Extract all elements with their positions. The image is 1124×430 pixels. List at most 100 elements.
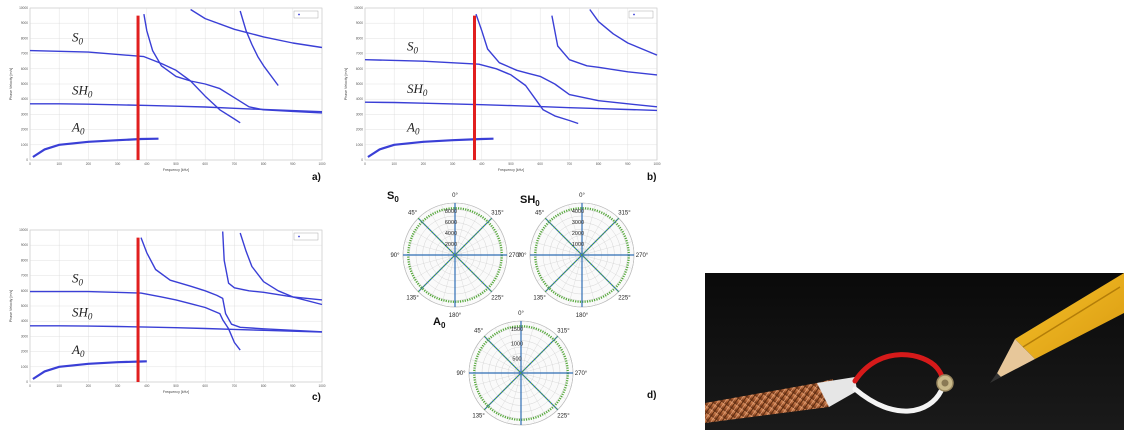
polar-spoke <box>454 228 501 256</box>
polar-spoke <box>470 372 522 387</box>
panel-label-a: a) <box>312 172 321 182</box>
x-tick-label: 300 <box>115 384 121 388</box>
y-tick-label: 5000 <box>21 82 28 86</box>
polar-spoke <box>581 254 609 301</box>
polar-angle-label: 225° <box>491 295 504 301</box>
y-tick-label: 2000 <box>21 350 28 354</box>
dispersion-series-2 <box>364 59 579 125</box>
polar-radial-label: 1000 <box>572 242 584 248</box>
legend-marker <box>298 13 300 16</box>
x-tick-label: 300 <box>115 162 121 166</box>
dispersion-series-3 <box>475 13 658 108</box>
x-tick-label: 400 <box>479 162 485 166</box>
y-tick-label: 9000 <box>21 21 28 25</box>
x-tick-label: 0 <box>29 162 31 166</box>
x-tick-label: 300 <box>450 162 456 166</box>
polar-radial-label: 6000 <box>445 220 457 226</box>
polar-angle-label: 45° <box>474 329 484 335</box>
polar-radial-label: 1500 <box>511 327 523 333</box>
polar-spoke <box>581 254 596 306</box>
x-tick-label: 100 <box>57 162 63 166</box>
x-tick-label: 500 <box>173 162 179 166</box>
polar-spoke <box>555 209 583 256</box>
polar-spoke <box>441 204 456 256</box>
x-tick-label: 0 <box>29 384 31 388</box>
x-axis-label: Frequency [kHz] <box>163 390 189 394</box>
dispersion-series-0 <box>32 137 159 158</box>
dispersion-chart-a: 0 100 200 300 400 500 600 700 800 900 100001000200… <box>9 6 326 182</box>
x-tick-label: 700 <box>232 162 238 166</box>
x-axis-label: Frequency [kHz] <box>498 168 524 172</box>
polar-spoke <box>454 254 482 301</box>
legend-marker <box>633 13 635 16</box>
legend-marker <box>298 235 300 238</box>
polar-spoke <box>568 204 583 256</box>
polar-spoke <box>454 241 506 256</box>
mode-label-a0: A0 <box>71 342 85 359</box>
dispersion-series-5 <box>589 9 658 56</box>
y-tick-label: 10000 <box>19 6 28 10</box>
polar-spoke <box>531 241 583 256</box>
y-tick-label: 1000 <box>21 365 28 369</box>
mode-label-sh0: SH0 <box>72 83 93 100</box>
polar-sh0: 0° 45° 90° 135° 180° 225° 270° 315° 1000 2000 3000… <box>517 193 648 319</box>
y-tick-label: 7000 <box>21 52 28 56</box>
dispersion-chart-c: 0 100 200 300 400 500 600 700 800 900 100001000200… <box>9 228 326 403</box>
polar-radial-label: 8000 <box>445 209 457 215</box>
polar-spoke <box>520 372 535 424</box>
polar-angle-label: 45° <box>535 211 545 217</box>
y-tick-label: 7000 <box>21 274 28 278</box>
y-axis-label: Phase Velocity [m/s] <box>9 68 13 100</box>
x-tick-label: 900 <box>290 384 296 388</box>
x-tick-label: 100 <box>392 162 398 166</box>
polar-spoke <box>428 254 456 301</box>
polar-spoke <box>520 372 567 400</box>
dispersion-series-4 <box>190 8 323 49</box>
y-tick-label: 4000 <box>21 97 28 101</box>
polar-spoke <box>475 372 522 400</box>
dispersion-series-0 <box>367 137 494 158</box>
x-tick-label: 500 <box>173 384 179 388</box>
y-tick-label: 8000 <box>21 36 28 40</box>
polar-spoke <box>581 209 609 256</box>
polar-spoke <box>409 228 456 256</box>
y-tick-label: 10000 <box>19 228 28 232</box>
mode-label-a0: A0 <box>71 119 85 136</box>
plot-area: 0 100 200 300 400 500 600 700 800 900 100001000200… <box>9 6 326 172</box>
mode-label-sh0: SH0 <box>72 305 93 322</box>
polar-spoke <box>581 204 596 256</box>
polar-s0: 0° 45° 90° 135° 180° 225° 270° 315° 2000 4000 6000… <box>390 193 521 319</box>
polar-title-sh0: SH0 <box>520 194 540 208</box>
polar-angle-label: 90° <box>456 371 466 377</box>
coax-cable <box>705 377 857 423</box>
polar-spoke <box>454 254 501 282</box>
polar-spoke <box>428 209 456 256</box>
polar-spoke <box>520 322 535 374</box>
y-tick-label: 0 <box>26 158 28 162</box>
y-axis-label: Phase Velocity [m/s] <box>344 68 348 100</box>
polar-angle-label: 180° <box>449 313 462 319</box>
y-tick-label: 0 <box>26 380 28 384</box>
polar-angle-label: 270° <box>636 253 649 259</box>
x-tick-label: 900 <box>290 162 296 166</box>
polar-spoke <box>441 254 456 306</box>
y-tick-label: 1000 <box>356 143 363 147</box>
polar-angle-label: 0° <box>452 193 458 199</box>
x-tick-label: 100 <box>57 384 63 388</box>
polar-spoke <box>454 204 469 256</box>
dispersion-series-4 <box>551 15 658 76</box>
polar-title-s0: S0 <box>387 190 399 204</box>
x-tick-label: 800 <box>261 384 267 388</box>
x-tick-label: 700 <box>567 162 573 166</box>
polar-spoke <box>507 322 522 374</box>
x-tick-label: 600 <box>203 162 209 166</box>
sensor-photo <box>705 273 1124 430</box>
y-tick-label: 3000 <box>356 112 363 116</box>
polar-angle-label: 90° <box>517 253 527 259</box>
polar-angle-label: 315° <box>618 211 631 217</box>
panel-label-d: d) <box>647 390 656 401</box>
polar-angle-label: 270° <box>575 371 588 377</box>
x-tick-label: 200 <box>86 162 92 166</box>
y-tick-label: 5000 <box>21 304 28 308</box>
x-tick-label: 200 <box>421 162 427 166</box>
